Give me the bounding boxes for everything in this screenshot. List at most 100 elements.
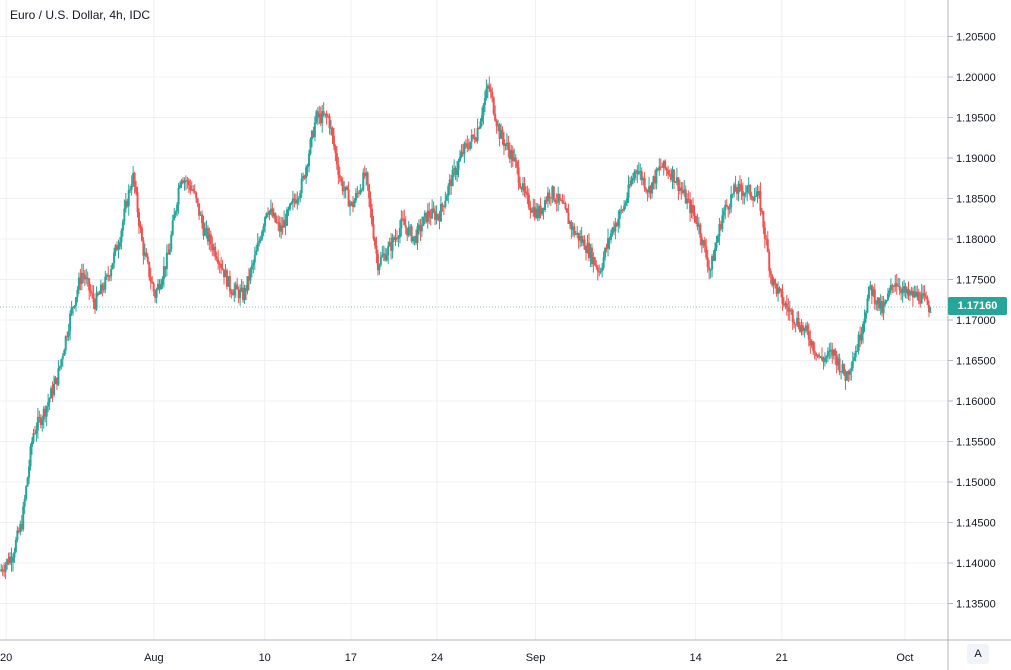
candle-body <box>788 309 791 312</box>
candle-body <box>640 171 643 181</box>
candle-body <box>633 171 636 178</box>
candle-body <box>243 288 246 301</box>
candle-body <box>266 213 269 215</box>
candle-body <box>143 252 146 256</box>
candle-body <box>772 279 775 286</box>
candle-body <box>629 184 632 186</box>
candle-body <box>409 226 412 228</box>
candle-body <box>356 192 359 194</box>
candle-body <box>403 218 406 226</box>
candle-body <box>510 150 513 160</box>
candle-body <box>757 191 760 193</box>
candle-body <box>434 211 437 220</box>
candle-body <box>388 242 391 247</box>
candle-body <box>425 212 428 222</box>
candle-body <box>20 523 23 530</box>
candle-body <box>875 303 878 305</box>
candle-body <box>55 377 58 385</box>
candle-body <box>343 190 346 192</box>
candle-body <box>766 239 769 252</box>
candle-body <box>41 419 44 425</box>
candle-body <box>79 277 82 284</box>
candle-body <box>426 210 429 222</box>
candle-body <box>864 312 867 319</box>
candle-body <box>136 192 139 213</box>
candle-body <box>140 227 143 241</box>
candle-body <box>3 571 6 573</box>
candle-body <box>33 433 36 435</box>
candle-body <box>1 569 4 572</box>
candle-body <box>67 331 70 337</box>
candle-body <box>508 149 511 160</box>
candle-body <box>96 292 99 295</box>
candle-body <box>387 246 390 256</box>
candle-body <box>14 539 17 552</box>
candle-body <box>876 297 879 304</box>
candle-body <box>223 269 226 278</box>
candle-body <box>212 246 215 251</box>
candle-body <box>546 192 549 202</box>
candle-body <box>378 264 381 271</box>
candle-body <box>618 210 621 219</box>
candle-body <box>466 143 469 148</box>
candle-body <box>441 203 444 207</box>
candle-body <box>617 218 620 226</box>
candle-body <box>294 200 297 204</box>
candle-body <box>420 225 423 232</box>
candle-body <box>104 276 107 290</box>
candle-body <box>234 284 237 290</box>
candle-body <box>195 192 198 199</box>
candle-body <box>705 246 708 258</box>
candle-body <box>749 185 752 196</box>
candle-body <box>271 208 274 217</box>
candle-body <box>555 202 558 204</box>
candle-body <box>286 209 289 226</box>
y-tick-label: 1.20000 <box>956 72 996 84</box>
candle-body <box>914 291 917 297</box>
candle-body <box>866 298 869 313</box>
candle-body <box>719 223 722 229</box>
candle-body <box>775 284 778 294</box>
candle-body <box>693 212 696 216</box>
x-tick-label: 24 <box>431 652 443 664</box>
candle-body <box>592 257 595 264</box>
candle-body <box>252 262 255 266</box>
candle-body <box>683 189 686 193</box>
candle-body <box>598 271 601 273</box>
candle-body <box>448 179 451 186</box>
candle-body <box>123 208 126 222</box>
candle-body <box>803 328 806 331</box>
candle-body <box>753 197 756 201</box>
candle-body <box>898 285 901 291</box>
candle-body <box>495 120 498 127</box>
candle-body <box>199 214 202 216</box>
candle-body <box>804 325 807 329</box>
candle-body <box>900 290 903 294</box>
candle-body <box>519 182 522 188</box>
candle-body <box>590 247 593 264</box>
candle-body <box>844 374 847 381</box>
candle-body <box>536 208 539 219</box>
candle-body <box>596 267 599 272</box>
y-tick-label: 1.19000 <box>956 153 996 165</box>
candle-body <box>879 301 882 309</box>
candle-body <box>435 213 438 220</box>
candle-body <box>458 156 461 161</box>
candle-body <box>777 287 780 294</box>
candle-body <box>91 292 94 294</box>
candle-body <box>716 236 719 243</box>
last-price-badge: 1.17160 <box>948 297 1007 315</box>
candle-body <box>848 370 851 375</box>
candle-body <box>246 276 249 292</box>
auto-scale-button[interactable]: A <box>967 644 989 664</box>
candle-body <box>423 212 426 217</box>
candle-body <box>247 276 250 281</box>
candle-body <box>774 279 777 285</box>
candle-body <box>176 204 179 212</box>
candle-body <box>605 248 608 250</box>
candle-body <box>523 183 526 192</box>
candle-body <box>98 293 101 295</box>
candle-body <box>794 323 797 325</box>
